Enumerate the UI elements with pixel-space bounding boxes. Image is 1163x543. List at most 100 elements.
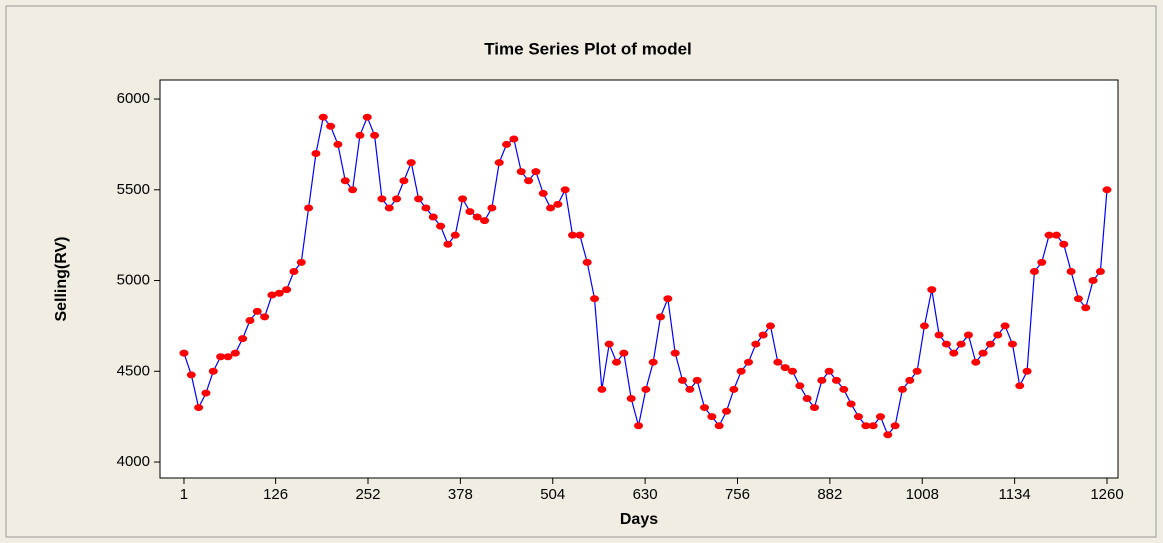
- data-point: [186, 371, 196, 379]
- data-point: [223, 353, 233, 361]
- data-point: [663, 295, 673, 303]
- data-point: [509, 135, 519, 143]
- y-axis-label: Selling(RV): [53, 236, 70, 321]
- data-point: [480, 217, 490, 225]
- data-point: [348, 186, 358, 194]
- x-axis-label: Days: [620, 511, 658, 528]
- data-point: [751, 340, 761, 348]
- y-tick-label: 4500: [117, 362, 150, 379]
- data-point: [817, 376, 827, 384]
- data-point: [553, 200, 563, 208]
- data-point: [1015, 382, 1025, 390]
- data-point: [472, 213, 482, 221]
- data-point: [1102, 186, 1112, 194]
- data-point: [685, 385, 695, 393]
- data-point: [1081, 304, 1091, 312]
- data-point: [971, 358, 981, 366]
- data-point: [956, 340, 966, 348]
- data-point: [546, 204, 556, 212]
- data-point: [590, 295, 600, 303]
- data-point: [1037, 258, 1047, 266]
- data-point: [1044, 231, 1054, 239]
- data-point: [714, 422, 724, 430]
- data-point: [1029, 267, 1039, 275]
- data-point: [993, 331, 1003, 339]
- data-point: [406, 159, 416, 167]
- data-point: [399, 177, 409, 185]
- data-point: [619, 349, 629, 357]
- y-tick-label: 4000: [117, 453, 150, 470]
- data-point: [450, 231, 460, 239]
- data-point: [575, 231, 585, 239]
- data-point: [626, 395, 636, 403]
- x-tick-label: 756: [725, 486, 750, 503]
- data-point: [963, 331, 973, 339]
- data-point: [656, 313, 666, 321]
- x-tick-label: 504: [540, 486, 565, 503]
- data-point: [883, 431, 893, 439]
- data-point: [208, 367, 218, 375]
- data-point: [304, 204, 314, 212]
- data-point: [641, 385, 651, 393]
- data-point: [802, 395, 812, 403]
- data-point: [861, 422, 871, 430]
- data-point: [765, 322, 775, 330]
- x-tick-label: 126: [263, 486, 288, 503]
- data-point: [524, 177, 534, 185]
- data-point: [743, 358, 753, 366]
- data-point: [318, 113, 328, 121]
- data-point: [428, 213, 438, 221]
- data-point: [179, 349, 189, 357]
- data-point: [795, 382, 805, 390]
- x-tick-label: 1008: [906, 486, 939, 503]
- x-tick-label: 1: [180, 486, 188, 503]
- data-point: [531, 168, 541, 176]
- data-point: [443, 240, 453, 248]
- data-point: [296, 258, 306, 266]
- data-point: [282, 286, 292, 294]
- data-point: [340, 177, 350, 185]
- x-tick-label: 1134: [998, 486, 1030, 503]
- data-point: [722, 407, 732, 415]
- data-point: [700, 404, 710, 412]
- x-tick-label: 882: [817, 486, 842, 503]
- data-point: [392, 195, 402, 203]
- data-point: [707, 413, 717, 421]
- data-point: [252, 307, 262, 315]
- data-point: [1073, 295, 1083, 303]
- data-point: [201, 389, 211, 397]
- data-point: [384, 204, 394, 212]
- data-point: [912, 367, 922, 375]
- data-point: [648, 358, 658, 366]
- data-point: [1088, 277, 1098, 285]
- data-point: [355, 131, 365, 139]
- data-point: [230, 349, 240, 357]
- data-point: [568, 231, 578, 239]
- y-tick-label: 5000: [117, 272, 150, 289]
- data-point: [985, 340, 995, 348]
- data-point: [809, 404, 819, 412]
- data-point: [1095, 267, 1105, 275]
- data-point: [612, 358, 622, 366]
- data-point: [678, 376, 688, 384]
- plot-frame: [159, 79, 1119, 479]
- x-tick-label: 630: [633, 486, 658, 503]
- data-point: [934, 331, 944, 339]
- data-point: [1007, 340, 1017, 348]
- data-point: [853, 413, 863, 421]
- data-point: [326, 122, 336, 130]
- data-point: [949, 349, 959, 357]
- data-point: [377, 195, 387, 203]
- data-point: [538, 189, 548, 197]
- data-point: [604, 340, 614, 348]
- data-point: [758, 331, 768, 339]
- data-point: [582, 258, 592, 266]
- data-point: [978, 349, 988, 357]
- data-point: [875, 413, 885, 421]
- data-point: [890, 422, 900, 430]
- data-point: [516, 168, 526, 176]
- data-point: [1059, 240, 1069, 248]
- data-point: [919, 322, 929, 330]
- data-point: [274, 289, 284, 297]
- data-point: [868, 422, 878, 430]
